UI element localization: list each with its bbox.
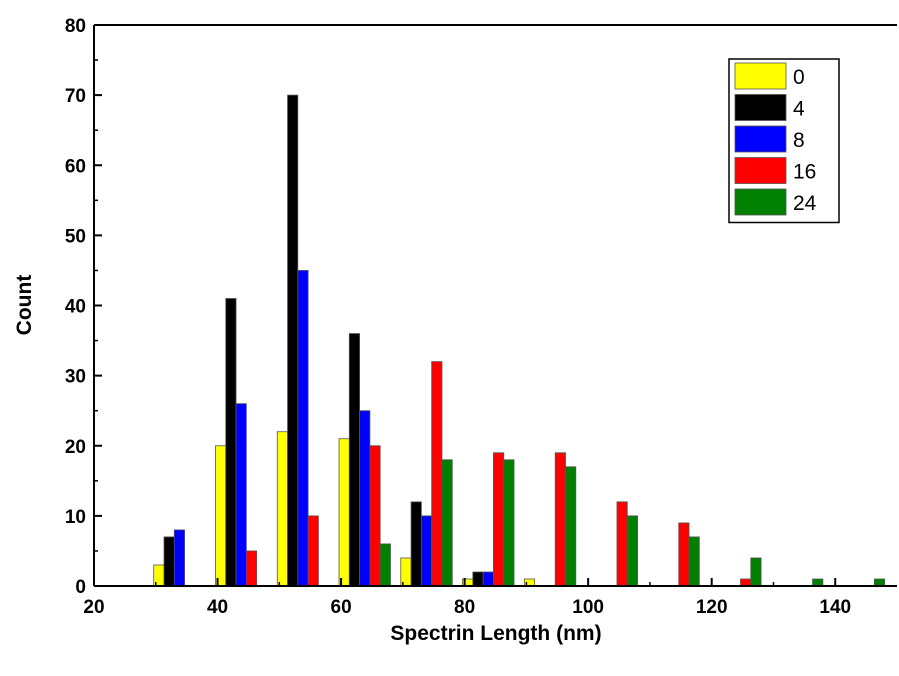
axes-layer xyxy=(93,24,897,587)
legend-label-4: 4 xyxy=(793,98,805,121)
y-tick-label: 70 xyxy=(65,86,86,107)
bar-series-24-x-130 xyxy=(812,578,824,587)
bar-series-24-x-60 xyxy=(379,543,391,587)
bar-series-0-x-40 xyxy=(215,445,227,587)
bar-series-4-x-50 xyxy=(287,94,299,587)
y-tick-label: 40 xyxy=(65,297,86,318)
legend-label-16: 16 xyxy=(793,161,816,184)
bar-series-0-x-70 xyxy=(400,557,412,587)
legend-swatch-8 xyxy=(734,125,787,153)
bar-series-4-x-70 xyxy=(410,501,422,587)
bar-series-24-x-90 xyxy=(565,466,577,587)
bar-series-16-x-80 xyxy=(493,452,505,587)
bar-series-0-x-50 xyxy=(276,431,288,587)
bar-series-16-x-110 xyxy=(678,522,690,587)
bar-series-8-x-80 xyxy=(482,571,494,587)
bar-series-16-x-70 xyxy=(431,361,443,587)
bar-series-24-x-110 xyxy=(688,536,700,587)
bar-series-4-x-60 xyxy=(348,333,360,587)
bar-series-16-x-100 xyxy=(616,501,628,587)
bar-series-16-x-120 xyxy=(740,578,752,587)
bar-series-16-x-60 xyxy=(369,445,381,587)
bar-series-24-x-100 xyxy=(626,515,638,587)
bar-series-16-x-40 xyxy=(245,550,258,587)
bar-series-24-x-70 xyxy=(441,459,453,587)
bar-series-4-x-30 xyxy=(163,536,175,587)
y-tick-label: 20 xyxy=(65,437,86,458)
x-tick-label: 140 xyxy=(819,597,851,618)
legend-swatch-4 xyxy=(734,94,787,121)
legend-swatch-24 xyxy=(734,188,787,216)
x-tick-label: 40 xyxy=(207,597,228,618)
x-tick-label: 100 xyxy=(572,597,604,618)
bar-series-24-x-120 xyxy=(750,557,762,587)
bar-series-4-x-40 xyxy=(225,298,237,587)
y-tick-label: 0 xyxy=(75,577,86,598)
bar-series-8-x-70 xyxy=(420,515,433,587)
legend-label-0: 0 xyxy=(793,66,805,89)
bar-series-8-x-50 xyxy=(297,270,309,587)
bar-series-24-x-80 xyxy=(503,459,515,587)
bar-series-0-x-60 xyxy=(338,438,350,587)
legend-label-8: 8 xyxy=(793,129,805,152)
bar-series-8-x-60 xyxy=(359,410,371,587)
x-axis-title: Spectrin Length (nm) xyxy=(390,622,601,645)
bar-series-8-x-30 xyxy=(173,529,185,587)
bar-series-24-x-140 xyxy=(873,578,886,587)
x-tick-label: 60 xyxy=(331,597,352,618)
legend-label-24: 24 xyxy=(793,192,817,215)
y-tick-label: 10 xyxy=(65,507,86,528)
bar-series-16-x-90 xyxy=(554,452,566,587)
bar-series-8-x-40 xyxy=(235,403,247,587)
legend-swatch-16 xyxy=(734,157,787,184)
x-tick-label: 20 xyxy=(83,597,104,618)
x-tick-label: 80 xyxy=(454,597,475,618)
legend-swatch-0 xyxy=(734,62,787,90)
y-axis-title: Count xyxy=(13,275,36,336)
bar-series-4-x-80 xyxy=(472,571,484,587)
y-tick-label: 30 xyxy=(65,367,86,388)
x-tick-label: 120 xyxy=(696,597,728,618)
legend: 0 4 8 16 24 xyxy=(728,58,840,224)
bar-series-16-x-50 xyxy=(307,515,319,587)
y-tick-label: 60 xyxy=(65,156,86,177)
y-tick-label: 80 xyxy=(65,16,86,37)
bars-layer xyxy=(153,94,886,587)
y-tick-label: 50 xyxy=(65,226,86,247)
